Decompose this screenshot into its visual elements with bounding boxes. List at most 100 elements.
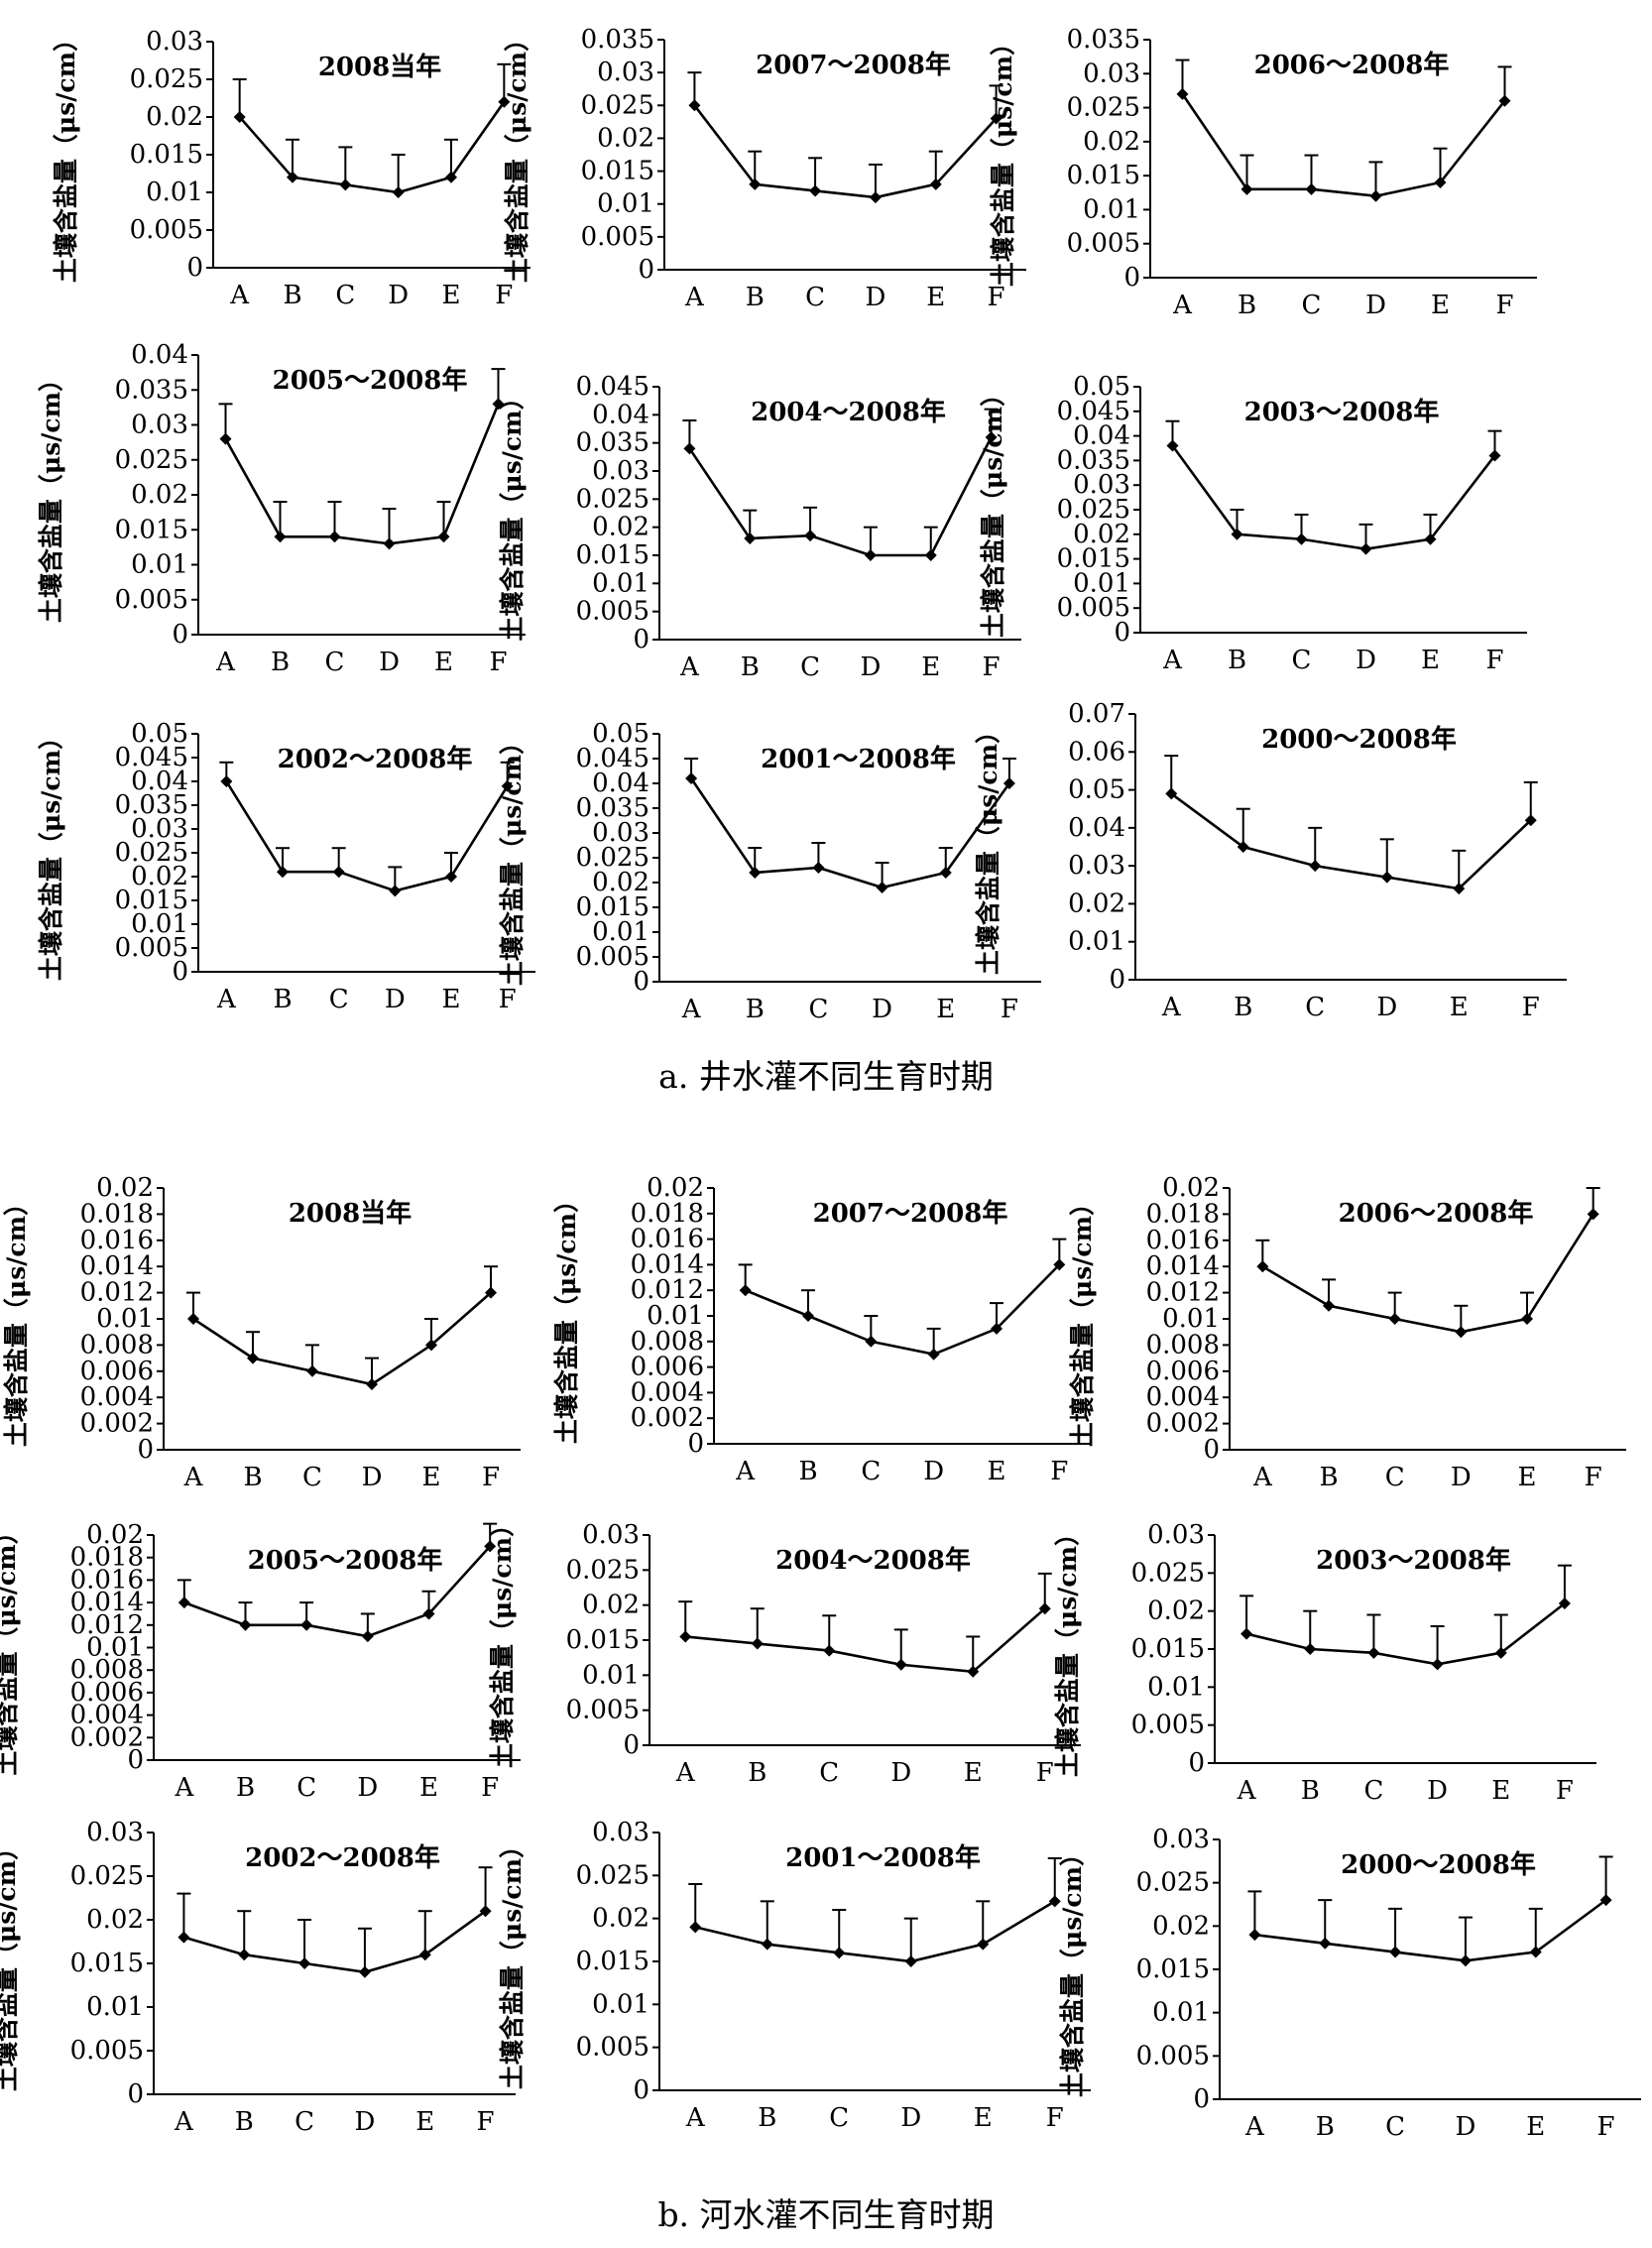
x-tick-label: C	[1385, 2112, 1405, 2142]
x-tick-label: E	[921, 652, 940, 682]
chart-title: 2001～2008年	[761, 744, 956, 774]
data-point	[1431, 1658, 1444, 1671]
y-tick-label: 0.005	[576, 597, 649, 627]
y-tick-label: 0.006	[1146, 1357, 1220, 1386]
y-tick-label: 0.03	[146, 27, 203, 57]
data-point	[247, 1352, 259, 1364]
y-tick-label: 0	[1123, 263, 1140, 293]
y-tick-label: 0	[1114, 618, 1130, 648]
x-tick-label: C	[329, 985, 349, 1014]
y-tick-label: 0.02	[86, 1520, 144, 1550]
y-tick-label: 0.035	[115, 375, 188, 405]
data-point	[739, 1284, 752, 1297]
data-point	[802, 1310, 814, 1322]
data-point	[1494, 1646, 1507, 1659]
chart-title: 2004～2008年	[775, 1545, 971, 1576]
data-point	[1389, 1946, 1402, 1958]
x-tick-label: C	[1305, 993, 1325, 1022]
x-tick-label: E	[936, 995, 955, 1024]
y-tick-label: 0.02	[131, 862, 188, 891]
x-tick-label: A	[229, 281, 250, 310]
series-line	[1261, 1213, 1594, 1334]
y-tick-label: 0.04	[592, 769, 649, 798]
y-tick-label: 0.006	[70, 1678, 144, 1708]
data-point	[392, 186, 405, 198]
data-point	[894, 1658, 907, 1671]
x-tick-label: C	[302, 1463, 322, 1492]
y-tick-label: 0.025	[1136, 1868, 1210, 1898]
data-point	[358, 1965, 371, 1978]
x-tick-label: B	[1228, 646, 1246, 675]
data-point	[990, 112, 1003, 125]
data-point	[1304, 1643, 1317, 1655]
chart-title: 2007～2008年	[813, 1198, 1008, 1229]
series-line	[1171, 444, 1496, 550]
data-point	[219, 432, 232, 445]
data-point	[1459, 1954, 1472, 1967]
y-tick-label: 0.002	[80, 1409, 154, 1439]
y-tick-label: 0.015	[576, 540, 649, 570]
x-tick-label: D	[865, 283, 885, 312]
y-tick-label: 0.025	[1067, 93, 1140, 123]
data-point	[1305, 182, 1318, 195]
x-tick-label: D	[872, 995, 892, 1024]
x-tick-label: E	[415, 2107, 434, 2137]
x-tick-label: E	[964, 1758, 983, 1788]
y-tick-label: 0.004	[70, 1701, 144, 1730]
y-tick-label: 0.045	[1057, 397, 1130, 426]
x-tick-label: B	[1316, 2112, 1335, 2142]
x-tick-label: E	[442, 281, 461, 310]
series-line	[1245, 1601, 1566, 1666]
data-point	[1367, 1646, 1380, 1659]
data-point	[328, 531, 341, 543]
data-point	[1453, 883, 1466, 895]
series-line	[238, 101, 506, 194]
data-point	[425, 1339, 437, 1352]
data-point	[274, 531, 287, 543]
data-point	[865, 1335, 878, 1348]
chart-title: 2000～2008年	[1261, 724, 1457, 755]
data-point	[1424, 532, 1437, 545]
y-tick-label: 0	[623, 1730, 640, 1760]
x-tick-label: C	[805, 283, 825, 312]
x-tick-label: C	[325, 648, 345, 677]
chart-panel-a-7: 00.0050.010.0150.020.0250.030.0350.040.0…	[37, 719, 535, 1014]
x-tick-label: F	[1036, 1758, 1054, 1788]
data-point	[1498, 94, 1511, 107]
x-tick-label: C	[335, 281, 355, 310]
data-point	[812, 862, 825, 874]
y-axis-label: 土壤含盐量（μs/cm）	[989, 31, 1017, 287]
y-tick-label: 0.004	[1146, 1382, 1220, 1412]
y-tick-label: 0.012	[1146, 1278, 1220, 1308]
y-tick-label: 0.014	[80, 1251, 154, 1281]
y-tick-label: 0.012	[631, 1275, 704, 1305]
y-tick-label: 0.01	[131, 909, 188, 939]
y-axis-label: 土壤含盐量（μs/cm）	[503, 27, 531, 283]
data-point	[306, 1364, 318, 1377]
y-tick-label: 0.015	[1131, 1634, 1205, 1664]
x-tick-label: A	[1252, 1463, 1273, 1492]
x-tick-label: D	[1365, 291, 1386, 320]
x-tick-label: B	[235, 2107, 254, 2137]
chart-panel-b-1: 00.0020.0040.0060.0080.010.0120.0140.016…	[2, 1173, 521, 1492]
y-tick-label: 0.015	[566, 1625, 640, 1655]
data-point	[277, 866, 289, 879]
y-tick-label: 0.03	[1068, 851, 1125, 881]
y-tick-label: 0.025	[1057, 495, 1130, 525]
x-tick-label: F	[1522, 993, 1540, 1022]
data-point	[437, 531, 450, 543]
data-point	[1488, 449, 1501, 462]
y-tick-label: 0.018	[80, 1199, 154, 1229]
y-tick-label: 0	[127, 2079, 144, 2109]
data-point	[389, 885, 402, 897]
data-point	[929, 177, 942, 190]
y-axis-label: 土壤含盐量（μs/cm）	[1053, 1521, 1082, 1777]
y-tick-label: 0.005	[576, 2033, 649, 2063]
y-tick-label: 0	[186, 253, 203, 283]
data-point	[1455, 1326, 1468, 1339]
y-tick-label: 0	[638, 255, 654, 285]
chart-panel-a-5: 00.0050.010.0150.020.0250.030.0350.040.0…	[498, 372, 1021, 682]
y-tick-label: 0.008	[631, 1327, 704, 1357]
x-tick-label: C	[296, 1773, 316, 1803]
y-tick-label: 0.006	[80, 1357, 154, 1386]
